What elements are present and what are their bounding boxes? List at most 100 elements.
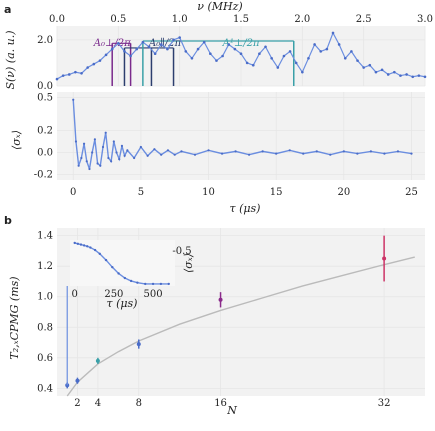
inset-y-label: ⟨σₓ⟩	[182, 253, 195, 273]
t2-data-points	[65, 235, 387, 389]
coherence-x-tick: 10	[202, 187, 215, 198]
spectrum-series	[55, 31, 427, 81]
coherence-point	[74, 140, 78, 143]
coherence-point	[160, 153, 163, 156]
inset-point	[136, 281, 139, 284]
coherence-point	[166, 149, 170, 152]
spectrum-point	[313, 43, 316, 46]
coherence-point	[180, 150, 183, 153]
spectrum-x-tick: 0.0	[49, 14, 65, 25]
spectrum-point	[141, 40, 145, 44]
coherence-line	[72, 99, 412, 170]
spectrum-point	[350, 50, 353, 53]
spectrum-point	[166, 47, 169, 51]
t2-y-tick: 0.8	[37, 322, 53, 333]
spectrum-point	[117, 42, 120, 45]
t2-x-tick: 2	[74, 398, 80, 409]
coherence-point	[77, 164, 80, 167]
coherence-point	[173, 153, 176, 156]
spectrum-point	[209, 52, 212, 55]
spectrum-point	[423, 75, 427, 79]
inset-y-ticks: -0.5	[172, 246, 191, 257]
inset-point	[159, 282, 163, 286]
inset-series	[73, 241, 170, 286]
inset-point	[151, 282, 155, 286]
spectrum-point	[67, 73, 71, 76]
spectrum-point	[301, 70, 304, 74]
inset-background	[70, 240, 175, 286]
inset-point	[73, 241, 76, 245]
inset-point	[86, 245, 89, 248]
coherence-y-label: ⟨σₓ⟩	[10, 130, 23, 150]
coherence-point	[80, 156, 83, 160]
inset-point	[144, 282, 147, 286]
spectrum-point	[123, 50, 126, 53]
coherence-y-tick: 0.5	[37, 93, 53, 104]
spectrum-point	[159, 43, 163, 46]
spectrum-point	[80, 72, 83, 75]
spectrum-x-tick: 2.5	[356, 14, 372, 25]
coherence-point	[369, 150, 372, 153]
coherence-point	[356, 152, 359, 155]
spectrum-point	[325, 47, 329, 51]
spectrum-point	[184, 50, 188, 53]
coherence-point	[248, 153, 251, 156]
spectrum-point	[337, 43, 341, 46]
spectrum-point	[153, 52, 157, 55]
spectrum-x-tick: 3.0	[417, 14, 433, 25]
spectrum-point	[276, 66, 280, 69]
coherence-point	[133, 156, 136, 160]
coherence-series	[72, 98, 413, 171]
spectrum-point	[86, 66, 89, 69]
spectrum-x-ticks: 0.0 0.5 1.0 1.5 2.0 2.5 3.0	[49, 14, 433, 25]
t2-y-tick: 0.6	[37, 353, 53, 364]
spectrum-x-tick: 1.0	[172, 14, 188, 25]
t2-point	[136, 342, 141, 347]
spectrum-point	[245, 61, 249, 65]
spectrum-y-ticks: 0.0 2.0	[37, 35, 53, 92]
coherence-point	[302, 152, 305, 155]
inset-plot: 0 250 500 -0.5 τ (μs) ⟨σₓ⟩	[70, 240, 195, 310]
coherence-point	[153, 148, 156, 151]
inset-point	[167, 282, 170, 286]
spectrum-point	[288, 50, 292, 53]
inset-x-tick: 0	[72, 289, 78, 300]
spectrum-point	[61, 74, 65, 77]
inset-point	[93, 248, 97, 252]
spectrum-y-tick: 2.0	[37, 35, 53, 46]
coherence-point	[220, 152, 224, 155]
coherence-point	[410, 152, 413, 155]
spectrum-point	[215, 59, 218, 62]
coherence-point	[315, 150, 318, 153]
coherence-point	[120, 144, 124, 147]
coherence-point	[275, 152, 278, 155]
spectrum-point	[227, 43, 231, 46]
spectrum-point	[239, 52, 243, 55]
spectrum-point	[319, 50, 323, 53]
t2-x-label: N	[226, 404, 237, 417]
a-1-label: A¹⊥/2π	[222, 38, 260, 49]
coherence-point	[107, 156, 110, 160]
spectrum-point	[399, 74, 402, 77]
coherence-point	[99, 164, 102, 167]
t2-x-tick: 16	[214, 398, 227, 409]
inset-x-tick: 500	[144, 289, 163, 300]
coherence-point	[91, 151, 94, 154]
spectrum-point	[386, 73, 390, 76]
spectrum-x-tick: 2.0	[294, 14, 310, 25]
spectrum-point	[110, 47, 114, 51]
t2-fit-line	[66, 256, 415, 397]
coherence-point	[329, 153, 332, 156]
coherence-point	[207, 149, 210, 152]
inset-point	[82, 244, 86, 247]
spectrum-y-tick: 0.0	[37, 81, 53, 92]
t2-x-tick: 4	[95, 398, 101, 409]
spectrum-point	[374, 70, 378, 74]
t2-x-ticks: 2 4 8 16 32	[74, 398, 390, 409]
coherence-point	[96, 162, 99, 165]
spectrum-point	[92, 62, 96, 66]
spectrum-point	[74, 70, 77, 74]
coherence-plot: 0 5 10 15 20 25 -0.2 0.0 0.2 0.5 τ (μs) ⟨σₓ⟩	[10, 92, 425, 215]
spectrum-point	[258, 52, 261, 55]
spectrum-point	[368, 63, 372, 67]
